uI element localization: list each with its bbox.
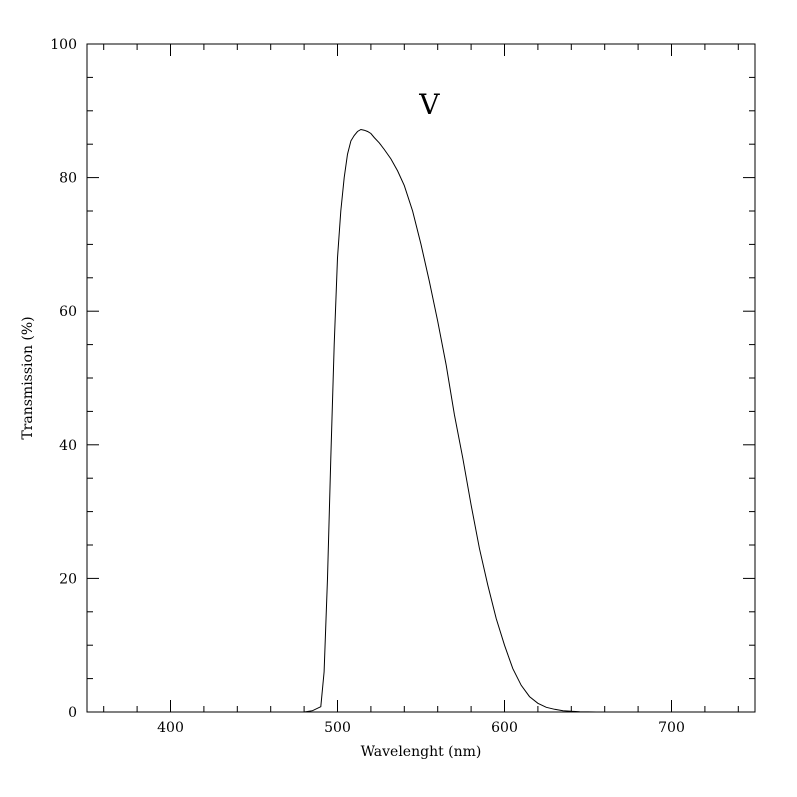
y-tick-label: 0 <box>68 705 77 721</box>
y-tick-label: 60 <box>59 304 77 320</box>
x-tick-label: 500 <box>324 720 351 736</box>
y-axis-label: Transmission (%) <box>20 316 36 439</box>
y-tick-label: 20 <box>59 571 77 587</box>
filter-label: V <box>418 88 440 121</box>
y-tick-label: 40 <box>59 438 77 454</box>
plot-frame <box>86 43 756 713</box>
x-axis-label: Wavelenght (nm) <box>361 744 482 760</box>
x-tick-label: 700 <box>658 720 685 736</box>
axis-ticks <box>87 43 755 713</box>
axis-tick-labels: 400 500 600 700 0 20 40 60 80 100 <box>50 37 685 736</box>
x-tick-label: 400 <box>157 720 184 736</box>
series-line <box>304 128 630 713</box>
x-tick-label: 600 <box>491 720 518 736</box>
y-tick-label: 80 <box>59 171 77 187</box>
y-tick-label: 100 <box>50 37 77 53</box>
